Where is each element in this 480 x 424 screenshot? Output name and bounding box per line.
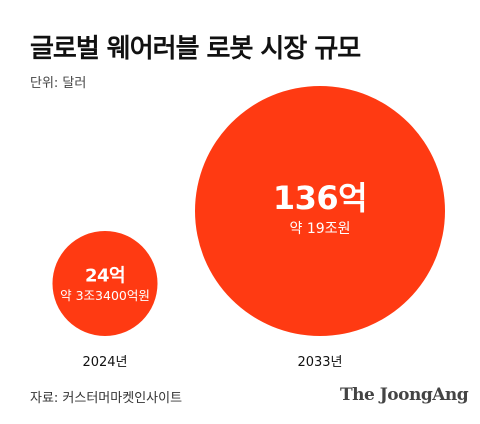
chart-title: 글로벌 웨어러블 로봇 시장 규모 <box>30 34 361 64</box>
brand-logo: The JoongAng <box>340 385 469 405</box>
category-label: 2024년 <box>82 355 127 370</box>
bubble <box>52 230 158 336</box>
data-sublabel: 약 19조원 <box>290 221 351 237</box>
bubble <box>195 86 445 336</box>
data-label: 136억 <box>273 179 367 217</box>
data-sublabel: 약 3조3400억원 <box>60 288 150 303</box>
category-label: 2033년 <box>297 355 342 370</box>
data-label: 24억 <box>85 265 125 286</box>
unit-label: 단위: 달러 <box>30 76 87 91</box>
source-note: 자료: 커스터머마켓인사이트 <box>30 391 183 406</box>
